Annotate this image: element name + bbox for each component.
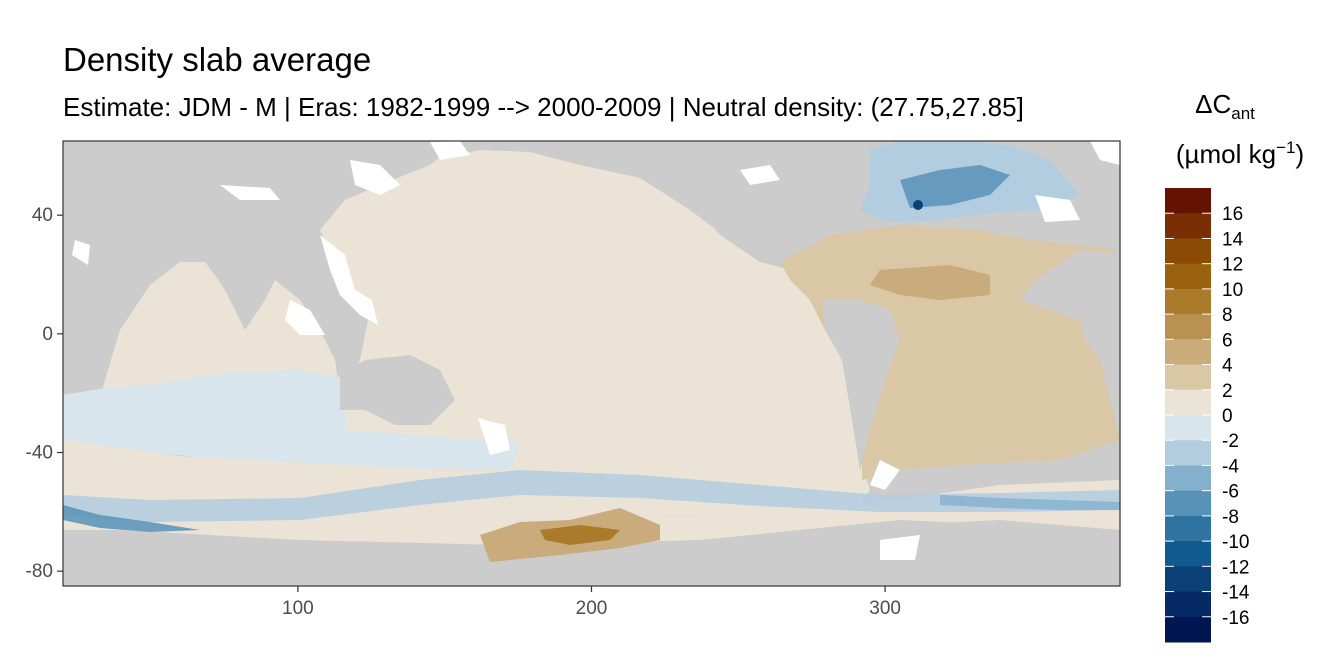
north-atlantic-central: [870, 265, 990, 300]
legend-swatch: [1165, 440, 1211, 466]
africa: [1035, 250, 1120, 360]
no-data-patches: [72, 141, 1120, 560]
x-tick-label: 100: [282, 598, 314, 619]
legend-swatch: [1165, 263, 1211, 290]
legend-swatch: [1165, 490, 1211, 517]
southern-indian-band: [63, 370, 520, 470]
legend-swatch: [1165, 415, 1211, 441]
legend-label: -6: [1222, 482, 1239, 503]
legend-label: -16: [1222, 608, 1249, 629]
legend-label: 4: [1222, 356, 1233, 377]
legend-swatch: [1165, 541, 1211, 567]
legend-colorbar: [1165, 188, 1211, 643]
legend-label: 8: [1222, 305, 1233, 326]
legend-label: -12: [1222, 557, 1249, 578]
y-axis: 40 0 -40 -80: [26, 205, 63, 582]
legend-labels: 16 14 12 10 8 6 4 2 0 -2 -4 -6 -8 -10 -12 -14 -16: [1165, 204, 1250, 629]
southern-ocean-region: [63, 440, 1120, 545]
legend-label: 2: [1222, 381, 1233, 402]
y-tick-label: -80: [26, 561, 53, 582]
asia: [63, 141, 460, 340]
legend-label: -10: [1222, 532, 1249, 553]
legend-swatch: [1165, 389, 1211, 416]
legend-swatch: [1165, 213, 1211, 239]
legend-label: -2: [1222, 431, 1239, 452]
southern-ocean-blue-band: [63, 470, 1120, 522]
legend-label: 10: [1222, 280, 1243, 301]
legend-swatch: [1165, 238, 1211, 265]
legend-swatch: [1165, 364, 1211, 391]
legend-label: 0: [1222, 406, 1233, 427]
south-america: [822, 300, 900, 470]
y-tick-label: 40: [32, 205, 53, 226]
australia: [340, 355, 455, 425]
north-atlantic-subpolar-deep: [900, 165, 1010, 208]
legend-label: -4: [1222, 456, 1239, 477]
legend-label: 14: [1222, 229, 1244, 250]
legend: ΔCant (µmol kg−1) 16 14 12 10 8 6 4 2 0 -2 -4 -6 -8 -…: [1165, 89, 1304, 643]
legend-swatch: [1165, 339, 1211, 366]
north-america: [640, 165, 860, 262]
legend-swatch: [1165, 288, 1211, 315]
southern-ocean-streak: [940, 495, 1120, 510]
legend-label: 12: [1222, 255, 1243, 276]
ross-sea-core: [540, 525, 620, 545]
y-tick-label: -40: [26, 443, 53, 464]
y-tick-label: 0: [42, 324, 53, 345]
legend-swatch: [1165, 188, 1211, 214]
x-tick-label: 300: [869, 598, 901, 619]
legend-swatch: [1165, 465, 1211, 492]
map-panel: [63, 141, 1120, 586]
pacific-region: [320, 150, 870, 525]
x-axis: 100 200 300: [282, 586, 901, 619]
legend-swatch: [1165, 616, 1211, 643]
legend-label: 16: [1222, 204, 1243, 225]
legend-swatch: [1165, 314, 1211, 340]
legend-label: -8: [1222, 507, 1239, 528]
legend-title: ΔCant: [1195, 89, 1255, 123]
legend-swatch: [1165, 566, 1211, 593]
chart-subtitle: Estimate: JDM - M | Eras: 1982-1999 --> …: [63, 92, 1024, 122]
antarctica: [63, 520, 1120, 586]
legend-label: 6: [1222, 330, 1233, 351]
legend-swatch: [1165, 591, 1211, 618]
chart-title: Density slab average: [63, 41, 372, 78]
legend-swatch: [1165, 515, 1211, 542]
legend-unit: (µmol kg−1): [1176, 138, 1304, 169]
legend-label: -14: [1222, 583, 1250, 604]
north-atlantic-core: [913, 200, 923, 210]
x-tick-label: 200: [576, 598, 608, 619]
weddell-sea-streak: [63, 505, 200, 532]
